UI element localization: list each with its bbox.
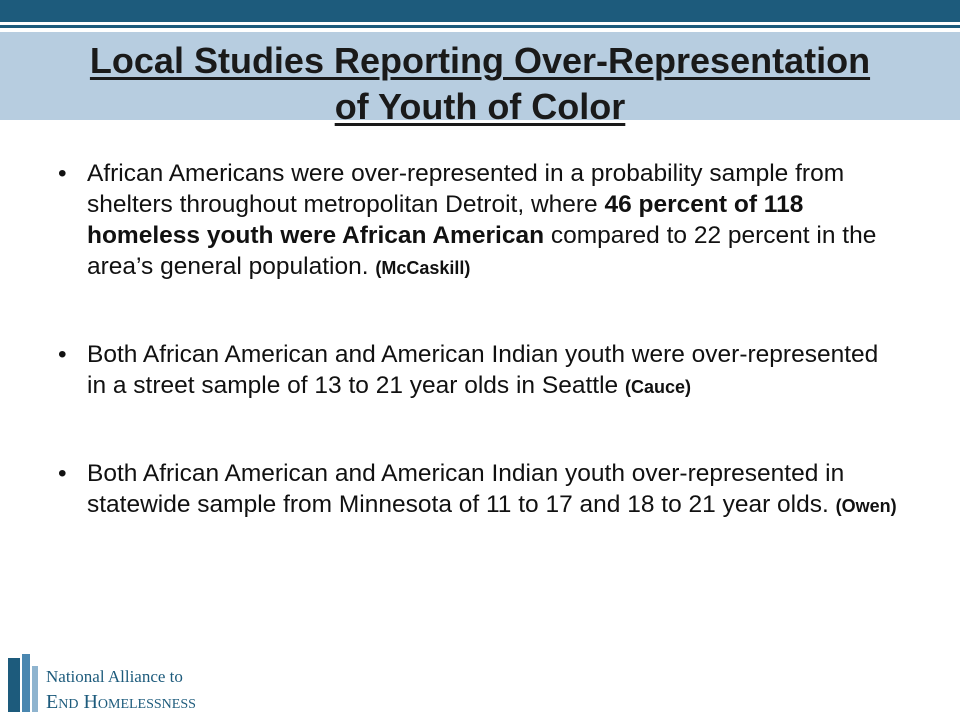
bullet: Both African American and American India… <box>58 458 898 522</box>
top-line <box>0 25 960 28</box>
bullet-list: African Americans were over-represented … <box>58 158 898 577</box>
title: Local Studies Reporting Over-Representat… <box>0 38 960 130</box>
citation: (Cauce) <box>624 377 691 397</box>
top-bar <box>0 0 960 22</box>
bullet: African Americans were over-represented … <box>58 158 898 284</box>
logo: National Alliance to End Homelessness <box>8 654 196 713</box>
bullet-text: African Americans were over-represented … <box>87 160 845 218</box>
logo-text: End Homelessness <box>46 691 196 713</box>
logo-icon <box>8 658 20 712</box>
bullet: Both African American and American India… <box>58 339 898 403</box>
bullet-text: compared to 22 percent in the area’s gen… <box>87 222 877 280</box>
bullet-text: Both African American and American India… <box>87 460 845 518</box>
citation: (Owen) <box>835 496 897 516</box>
logo-icon <box>32 666 38 712</box>
bullet-text: Both African American and American India… <box>87 341 879 399</box>
logo-icon <box>22 654 30 712</box>
bullet-text: 46 percent of 118 homeless youth were Af… <box>87 191 804 249</box>
citation: (McCaskill) <box>375 258 471 278</box>
title-band <box>0 32 960 120</box>
title-line: of Youth of Color <box>334 86 626 127</box>
logo-text: National Alliance to <box>46 667 183 686</box>
title-line: Local Studies Reporting Over-Representat… <box>89 40 871 81</box>
